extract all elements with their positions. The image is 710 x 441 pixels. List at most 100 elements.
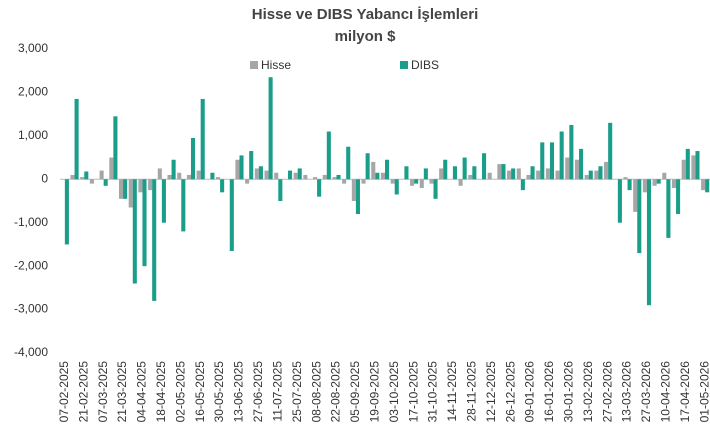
- x-tick-label: 11-07-2025: [270, 361, 284, 422]
- x-tick-label: 12-12-2025: [484, 361, 498, 423]
- bar: [676, 179, 681, 215]
- bar: [167, 174, 172, 180]
- x-tick-label: 21-02-2025: [76, 361, 90, 423]
- bar: [472, 166, 477, 180]
- bar: [342, 179, 347, 184]
- bar: [671, 179, 677, 188]
- x-tick-label: 31-10-2025: [426, 361, 440, 423]
- bar: [161, 179, 166, 223]
- legend-label: Hisse: [261, 58, 291, 72]
- bar: [118, 179, 124, 199]
- bar: [701, 179, 706, 191]
- bar: [375, 172, 380, 180]
- bar: [196, 170, 201, 180]
- bar: [80, 177, 85, 180]
- bar: [249, 151, 254, 180]
- bar: [74, 98, 79, 180]
- bar: [545, 168, 550, 180]
- x-tick-label: 08-08-2025: [309, 361, 323, 423]
- bar: [157, 168, 162, 180]
- bar: [235, 159, 240, 180]
- x-tick-label: 17-10-2025: [406, 361, 420, 423]
- x-tick-label: 04-04-2025: [135, 361, 149, 423]
- bar: [530, 166, 535, 180]
- bar: [181, 179, 186, 232]
- bar: [220, 179, 225, 193]
- bar: [258, 166, 263, 180]
- x-tick-label: 01-05-2026: [697, 361, 710, 423]
- bar: [361, 179, 366, 184]
- x-tick-label: 02-05-2025: [173, 361, 187, 423]
- bar: [287, 170, 293, 180]
- bar: [540, 142, 545, 180]
- x-tick-label: 16-05-2025: [193, 361, 207, 423]
- bar: [423, 168, 428, 180]
- bar: [681, 159, 686, 180]
- bar: [520, 179, 525, 191]
- x-tick-label: 07-02-2025: [57, 361, 71, 423]
- x-tick-label: 21-03-2025: [115, 361, 129, 423]
- x-tick-label: 13-03-2026: [620, 361, 634, 423]
- bar: [313, 177, 318, 180]
- bar: [507, 170, 512, 180]
- bar: [414, 179, 419, 184]
- bar: [142, 179, 147, 267]
- bar: [210, 172, 215, 180]
- bar: [113, 116, 118, 180]
- bar: [598, 166, 603, 180]
- bar: [482, 153, 487, 180]
- x-tick-label: 27-06-2025: [251, 361, 265, 423]
- x-tick-label: 18-04-2025: [154, 361, 168, 423]
- bar: [462, 157, 467, 180]
- legend-swatch: [400, 61, 408, 69]
- bar: [656, 179, 661, 184]
- x-tick-label: 30-05-2025: [212, 361, 226, 423]
- bar: [633, 179, 638, 212]
- bar: [627, 179, 632, 191]
- bar: [99, 170, 104, 180]
- y-tick-label: 3,000: [18, 41, 48, 55]
- bar: [177, 172, 182, 180]
- bar: [216, 177, 221, 180]
- bar: [336, 174, 341, 180]
- bar: [652, 179, 657, 186]
- bar: [293, 172, 298, 180]
- bar: [419, 179, 424, 188]
- bar: [274, 172, 279, 180]
- bar: [646, 179, 652, 306]
- bar: [433, 179, 438, 199]
- bar: [584, 174, 589, 180]
- bar: [245, 179, 250, 184]
- bar: [346, 146, 351, 180]
- bar: [239, 155, 244, 180]
- bar: [326, 131, 331, 180]
- bar: [254, 168, 259, 180]
- bar: [380, 172, 385, 180]
- x-tick-label: 19-09-2025: [367, 361, 381, 423]
- bar: [487, 172, 492, 180]
- x-tick-label: 30-01-2026: [562, 361, 576, 423]
- bar: [555, 170, 560, 180]
- bar: [70, 174, 75, 180]
- bar: [565, 157, 570, 180]
- bar: [64, 179, 69, 245]
- bar: [89, 179, 94, 184]
- x-tick-label: 22-08-2025: [329, 361, 343, 423]
- legend-label: DIBS: [411, 58, 439, 72]
- bar: [501, 164, 506, 180]
- bar: [148, 179, 153, 191]
- bar: [322, 174, 327, 180]
- bar: [574, 159, 580, 180]
- x-tick-label: 07-03-2025: [96, 361, 110, 423]
- bar: [229, 179, 234, 251]
- bar: [278, 179, 283, 201]
- bar: [303, 174, 308, 180]
- x-tick-label: 28-11-2025: [464, 361, 478, 422]
- bar: [138, 179, 143, 193]
- x-tick-label: 13-02-2026: [581, 361, 595, 423]
- bar: [394, 179, 399, 195]
- bar: [186, 174, 191, 180]
- x-tick-label: 14-11-2025: [445, 361, 459, 422]
- y-tick-label: 2,000: [18, 85, 48, 99]
- bar: [200, 98, 205, 180]
